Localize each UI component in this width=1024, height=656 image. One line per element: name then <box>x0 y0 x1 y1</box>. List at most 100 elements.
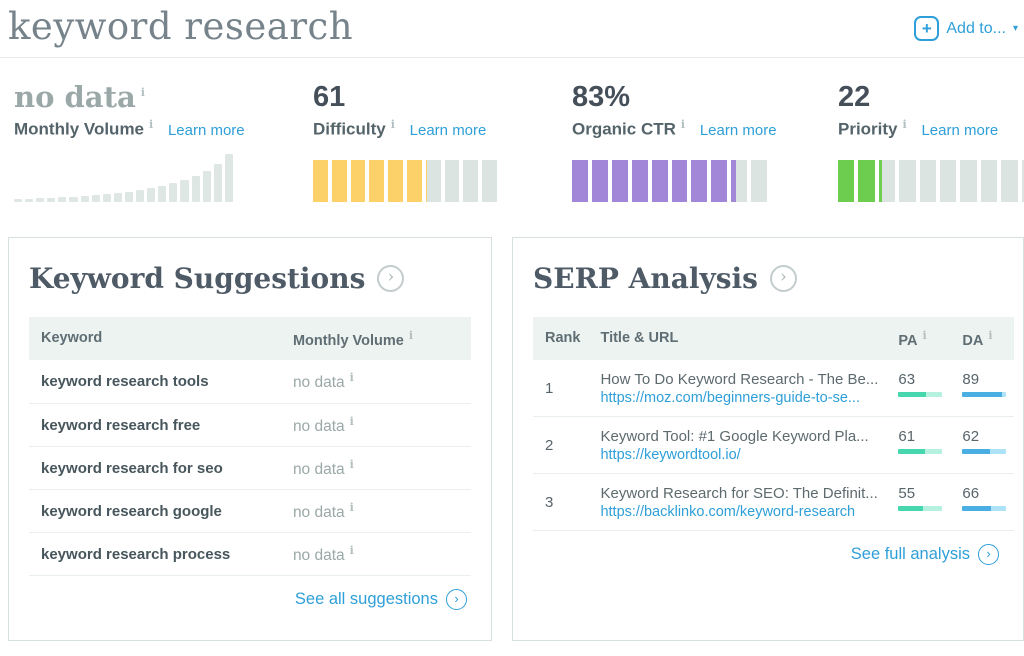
info-icon[interactable]: i <box>349 371 354 385</box>
suggestion-keyword[interactable]: keyword research tools <box>29 360 281 404</box>
info-icon[interactable]: i <box>922 328 927 342</box>
difficulty-segment <box>406 159 422 202</box>
monthly-volume-value: no data i <box>14 81 313 114</box>
volume-bar <box>102 193 111 202</box>
info-icon[interactable]: i <box>349 457 354 471</box>
priority-segment <box>960 159 977 202</box>
pa-bar <box>898 449 943 455</box>
info-icon[interactable]: i <box>149 117 154 131</box>
suggestion-volume-text: no data <box>292 504 345 521</box>
info-icon[interactable]: i <box>680 117 686 131</box>
suggestion-volume-text: no data <box>292 547 345 565</box>
learn-more-link[interactable]: Learn more <box>409 121 487 139</box>
see-all-suggestions-label: See all suggestions <box>294 590 438 609</box>
learn-more-link[interactable]: Learn more <box>921 121 999 139</box>
difficulty-segment <box>350 159 366 202</box>
see-full-analysis-link[interactable]: See full analysis › <box>850 544 999 566</box>
difficulty-segment <box>425 159 441 202</box>
serp-result-url-link[interactable]: https://backlinko.com/keyword-research <box>600 504 856 521</box>
info-icon[interactable]: i <box>408 328 414 342</box>
suggestion-volume-text: no data <box>292 460 345 478</box>
priority-segment <box>1001 159 1018 202</box>
suggestion-keyword[interactable]: keyword research free <box>29 403 281 447</box>
info-icon[interactable]: i <box>349 500 354 514</box>
page-title: keyword research <box>8 5 354 48</box>
volume-bar <box>69 196 78 202</box>
chevron-right-icon[interactable]: › <box>377 264 405 292</box>
volume-bar <box>124 191 134 202</box>
volume-bar <box>91 194 100 202</box>
organic_ctr-segment <box>611 159 628 202</box>
suggestion-keyword[interactable]: keyword research process <box>29 532 281 577</box>
difficulty-value: 61 <box>313 81 346 113</box>
suggestion-row: keyword research tools no data i <box>29 360 471 404</box>
learn-more-link[interactable]: Learn more <box>167 121 245 139</box>
see-full-analysis-label: See full analysis <box>850 545 970 564</box>
pa-cell: 61 <box>886 416 951 475</box>
da-cell: 66 <box>950 473 1015 532</box>
volume-bar <box>191 175 200 202</box>
info-icon[interactable]: i <box>140 86 145 100</box>
organic_ctr-segment <box>731 159 748 202</box>
see-all-suggestions-link[interactable]: See all suggestions › <box>294 589 467 611</box>
add-to-button[interactable]: + Add to... ▾ <box>914 16 1018 41</box>
difficulty-meter <box>313 159 497 202</box>
metric-difficulty: 61 Difficulty i Learn more <box>313 81 572 202</box>
volume-bar <box>36 197 45 202</box>
da-bar <box>962 506 1007 512</box>
priority-segment <box>940 159 957 202</box>
volume-bar <box>224 153 233 202</box>
organic_ctr-segment <box>572 159 588 202</box>
serp-result-url-link[interactable]: https://keywordtool.io/ <box>600 447 741 464</box>
da-cell: 62 <box>950 416 1015 475</box>
priority-label: Priority <box>838 119 898 139</box>
info-icon[interactable]: i <box>390 117 395 131</box>
column-header-da: DA i <box>950 316 1015 361</box>
info-icon[interactable]: i <box>349 414 354 428</box>
column-header-title-url: Title & URL <box>588 316 887 361</box>
page-header: keyword research + Add to... ▾ <box>0 0 1024 58</box>
serp-result-url-link[interactable]: https://moz.com/beginners-guide-to-se... <box>600 390 860 407</box>
da-value: 62 <box>962 428 980 446</box>
info-icon[interactable]: i <box>988 328 993 342</box>
priority-segment <box>980 159 998 202</box>
priority-segment <box>1021 159 1024 202</box>
organic-ctr-value: 83% <box>572 81 631 113</box>
priority-segment <box>838 159 855 202</box>
volume-bar <box>202 170 211 202</box>
column-header-rank: Rank <box>533 316 589 361</box>
suggestion-volume: no data i <box>280 403 471 447</box>
serp-result-title: Keyword Research for SEO: The Definit... <box>600 485 878 503</box>
volume-bar <box>169 182 178 202</box>
metric-organic-ctr: 83% Organic CTR i Learn more <box>572 81 838 202</box>
volume-bar <box>25 198 34 202</box>
volume-bar <box>158 185 167 202</box>
difficulty-segment <box>331 159 347 202</box>
pa-bar <box>898 392 943 398</box>
volume-bar <box>180 179 189 202</box>
suggestion-volume: no data i <box>280 489 471 534</box>
info-icon[interactable]: i <box>349 544 354 557</box>
organic_ctr-segment <box>691 159 708 202</box>
serp-result-title: How To Do Keyword Research - The Be... <box>600 371 879 389</box>
chevron-right-icon: › <box>446 589 467 611</box>
metric-monthly-volume: no data i Monthly Volume i Learn more <box>14 81 313 202</box>
monthly-volume-histogram <box>14 153 233 202</box>
column-header-monthly-volume: Monthly Volume i <box>280 316 471 361</box>
organic_ctr-segment <box>671 159 688 202</box>
serp-title-url-cell: Keyword Research for SEO: The Definit...… <box>588 473 887 532</box>
serp-result-title: Keyword Tool: #1 Google Keyword Pla... <box>600 428 869 446</box>
serp-row: 1 How To Do Keyword Research - The Be... h… <box>533 360 1015 418</box>
suggestion-keyword[interactable]: keyword research google <box>29 489 281 534</box>
pa-value: 63 <box>898 371 916 389</box>
suggestion-volume: no data i <box>280 446 471 490</box>
learn-more-link[interactable]: Learn more <box>699 121 777 139</box>
chevron-right-icon[interactable]: › <box>769 264 797 292</box>
info-icon[interactable]: i <box>902 117 907 131</box>
organic_ctr-segment <box>631 159 648 202</box>
pa-cell: 55 <box>886 473 951 532</box>
difficulty-segment <box>444 159 460 202</box>
pa-cell: 63 <box>886 360 951 418</box>
suggestion-keyword[interactable]: keyword research for seo <box>29 446 281 490</box>
serp-title-url-cell: Keyword Tool: #1 Google Keyword Pla... ht… <box>588 416 887 475</box>
